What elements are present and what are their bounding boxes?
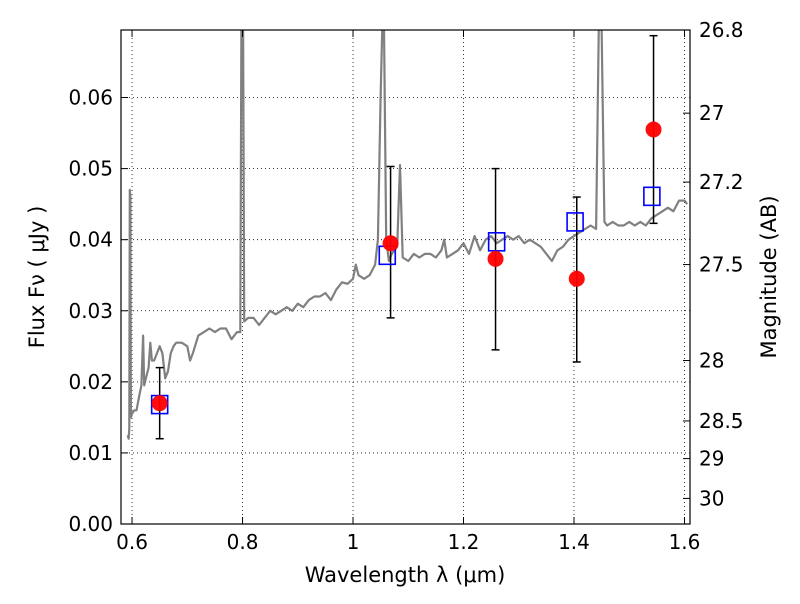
y-tick-label: 0.03 [68, 299, 113, 323]
y2-axis-label: Magnitude (AB) [757, 195, 781, 358]
marker-layer [150, 121, 662, 415]
x-axis-label: Wavelength λ (μm) [305, 563, 506, 587]
y2-tick-label: 27 [699, 101, 724, 125]
y2-tick-label: 28 [699, 349, 724, 373]
y2-tick-label: 30 [699, 486, 724, 510]
y2-tick-label: 26.8 [699, 18, 744, 42]
spectrum-layer [126, 30, 689, 440]
y2-tick-label: 27.2 [699, 170, 744, 194]
x-tick-label: 1.2 [448, 530, 480, 554]
observed-point-marker [151, 395, 168, 412]
grid [121, 30, 690, 524]
ticks: 0.6 0.8 1 1.2 1.4 1.6 0.00 0.01 0.02 0.03 0.04 0.05… [68, 18, 743, 554]
y2-tick-label: 28.5 [699, 409, 744, 433]
y-tick-label: 0.02 [68, 370, 113, 394]
y-axis-label: Flux Fν ( μJy ) [25, 206, 49, 349]
y-tick-label: 0.05 [68, 157, 113, 181]
x-tick-label: 0.6 [116, 530, 148, 554]
x-tick-label: 1.6 [669, 530, 701, 554]
plot-frame [120, 29, 691, 525]
y2-tick-label: 27.5 [699, 253, 744, 277]
model-square-marker [643, 186, 661, 207]
y-tick-label: 0.06 [68, 86, 113, 110]
x-tick-label: 1 [347, 530, 360, 554]
x-tick-label: 0.8 [227, 530, 259, 554]
x-tick-label: 1.4 [558, 530, 590, 554]
y-tick-label: 0.00 [68, 512, 113, 536]
observed-point-marker [382, 235, 399, 252]
y2-tick-label: 29 [699, 447, 724, 471]
model-square-marker [487, 232, 506, 252]
observed-point-marker [645, 121, 662, 138]
observed-point-marker [487, 250, 504, 267]
y-tick-label: 0.04 [68, 228, 113, 252]
y-tick-label: 0.01 [68, 441, 113, 465]
plot-background [121, 30, 690, 524]
model-square-marker [566, 212, 584, 232]
spectrum-line [126, 30, 689, 440]
observed-point-marker [568, 270, 585, 287]
